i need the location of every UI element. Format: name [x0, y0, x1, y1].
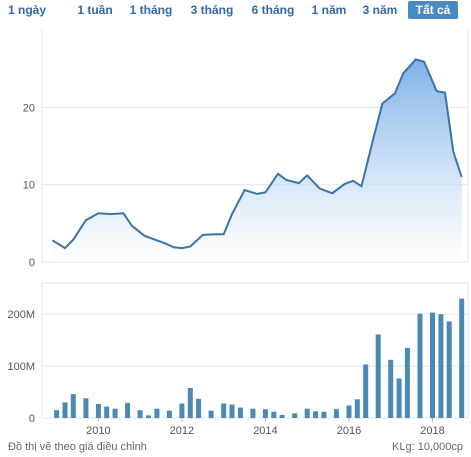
volume-bar: [166, 410, 172, 418]
volume-bar: [83, 398, 89, 418]
volume-bar: [208, 410, 214, 418]
volume-bar: [396, 378, 402, 418]
volume-bar: [250, 408, 256, 418]
stock-chart: 0 10 20 0 100M 200M 2010 2012 2014 2016 2018: [7, 30, 469, 437]
volume-bar: [388, 359, 394, 418]
volume-bar: [438, 314, 444, 418]
range-6-month-button[interactable]: 6 tháng: [251, 3, 295, 17]
range-all-button[interactable]: Tất cả: [408, 1, 458, 19]
volume-bar: [313, 411, 319, 419]
volume-bar: [354, 399, 360, 418]
volume-bar: [271, 411, 277, 418]
range-1-day-button[interactable]: 1 ngày: [7, 3, 46, 17]
volume-bars: [54, 298, 465, 419]
volume-bar: [363, 364, 369, 418]
volume-bar: [112, 408, 118, 418]
volume-bar: [125, 402, 131, 418]
range-1-year-button[interactable]: 1 năm: [311, 3, 347, 17]
price-y-tick-label: 10: [23, 180, 35, 192]
volume-bar: [446, 321, 452, 418]
volume-y-tick-label: 100M: [7, 361, 35, 373]
volume-bar: [321, 411, 327, 418]
volume-y-axis: 0 100M 200M: [7, 309, 35, 425]
volume-bar: [62, 402, 68, 418]
price-y-tick-label: 0: [29, 257, 35, 269]
x-tick-label: 2012: [170, 425, 194, 437]
volume-grid: [41, 282, 469, 419]
volume-y-tick-label: 0: [29, 413, 35, 425]
volume-bar: [146, 415, 151, 418]
range-1-week-button[interactable]: 1 tuần: [77, 3, 113, 17]
volume-bar: [292, 413, 298, 418]
volume-bar: [154, 408, 160, 418]
range-3-month-button[interactable]: 3 tháng: [190, 3, 234, 17]
volume-bar: [187, 387, 193, 418]
adjusted-price-note: Đồ thị vẽ theo giá điều chỉnh: [8, 441, 147, 453]
volume-bar: [333, 409, 339, 418]
volume-unit-label: KLg: 10,000cp: [392, 441, 463, 453]
price-area: [52, 59, 462, 263]
volume-bar: [430, 312, 435, 418]
range-3-year-button[interactable]: 3 năm: [362, 3, 398, 17]
volume-bar: [70, 394, 76, 418]
volume-bar: [54, 410, 60, 418]
volume-bar: [229, 404, 235, 418]
volume-bar: [237, 407, 243, 418]
volume-bar: [104, 406, 110, 418]
volume-bar: [196, 398, 202, 418]
volume-bar: [304, 408, 310, 418]
range-1-month-button[interactable]: 1 tháng: [129, 3, 173, 17]
price-y-tick-label: 20: [23, 102, 35, 114]
x-tick-label: 2018: [420, 425, 444, 437]
volume-bar: [279, 414, 285, 418]
x-tick-label: 2014: [253, 425, 277, 437]
price-line: [51, 58, 463, 250]
time-range-selector: 1 ngày 1 tuần 1 tháng 3 tháng 6 tháng 1 …: [0, 0, 471, 22]
volume-bar: [95, 404, 101, 418]
x-tick-label: 2010: [86, 425, 110, 437]
volume-bar: [459, 298, 465, 418]
volume-bar: [404, 347, 410, 418]
volume-bar: [262, 409, 268, 418]
volume-y-tick-label: 200M: [7, 309, 35, 321]
price-y-axis: 0 10 20: [23, 102, 35, 269]
x-tick-label: 2016: [337, 425, 361, 437]
volume-bar: [375, 334, 381, 418]
volume-bar: [346, 405, 352, 418]
x-axis: 2010 2012 2014 2016 2018: [86, 418, 445, 437]
volume-bar: [221, 403, 227, 418]
volume-bar: [179, 403, 185, 418]
volume-bar: [417, 313, 423, 418]
volume-bar: [137, 410, 143, 418]
